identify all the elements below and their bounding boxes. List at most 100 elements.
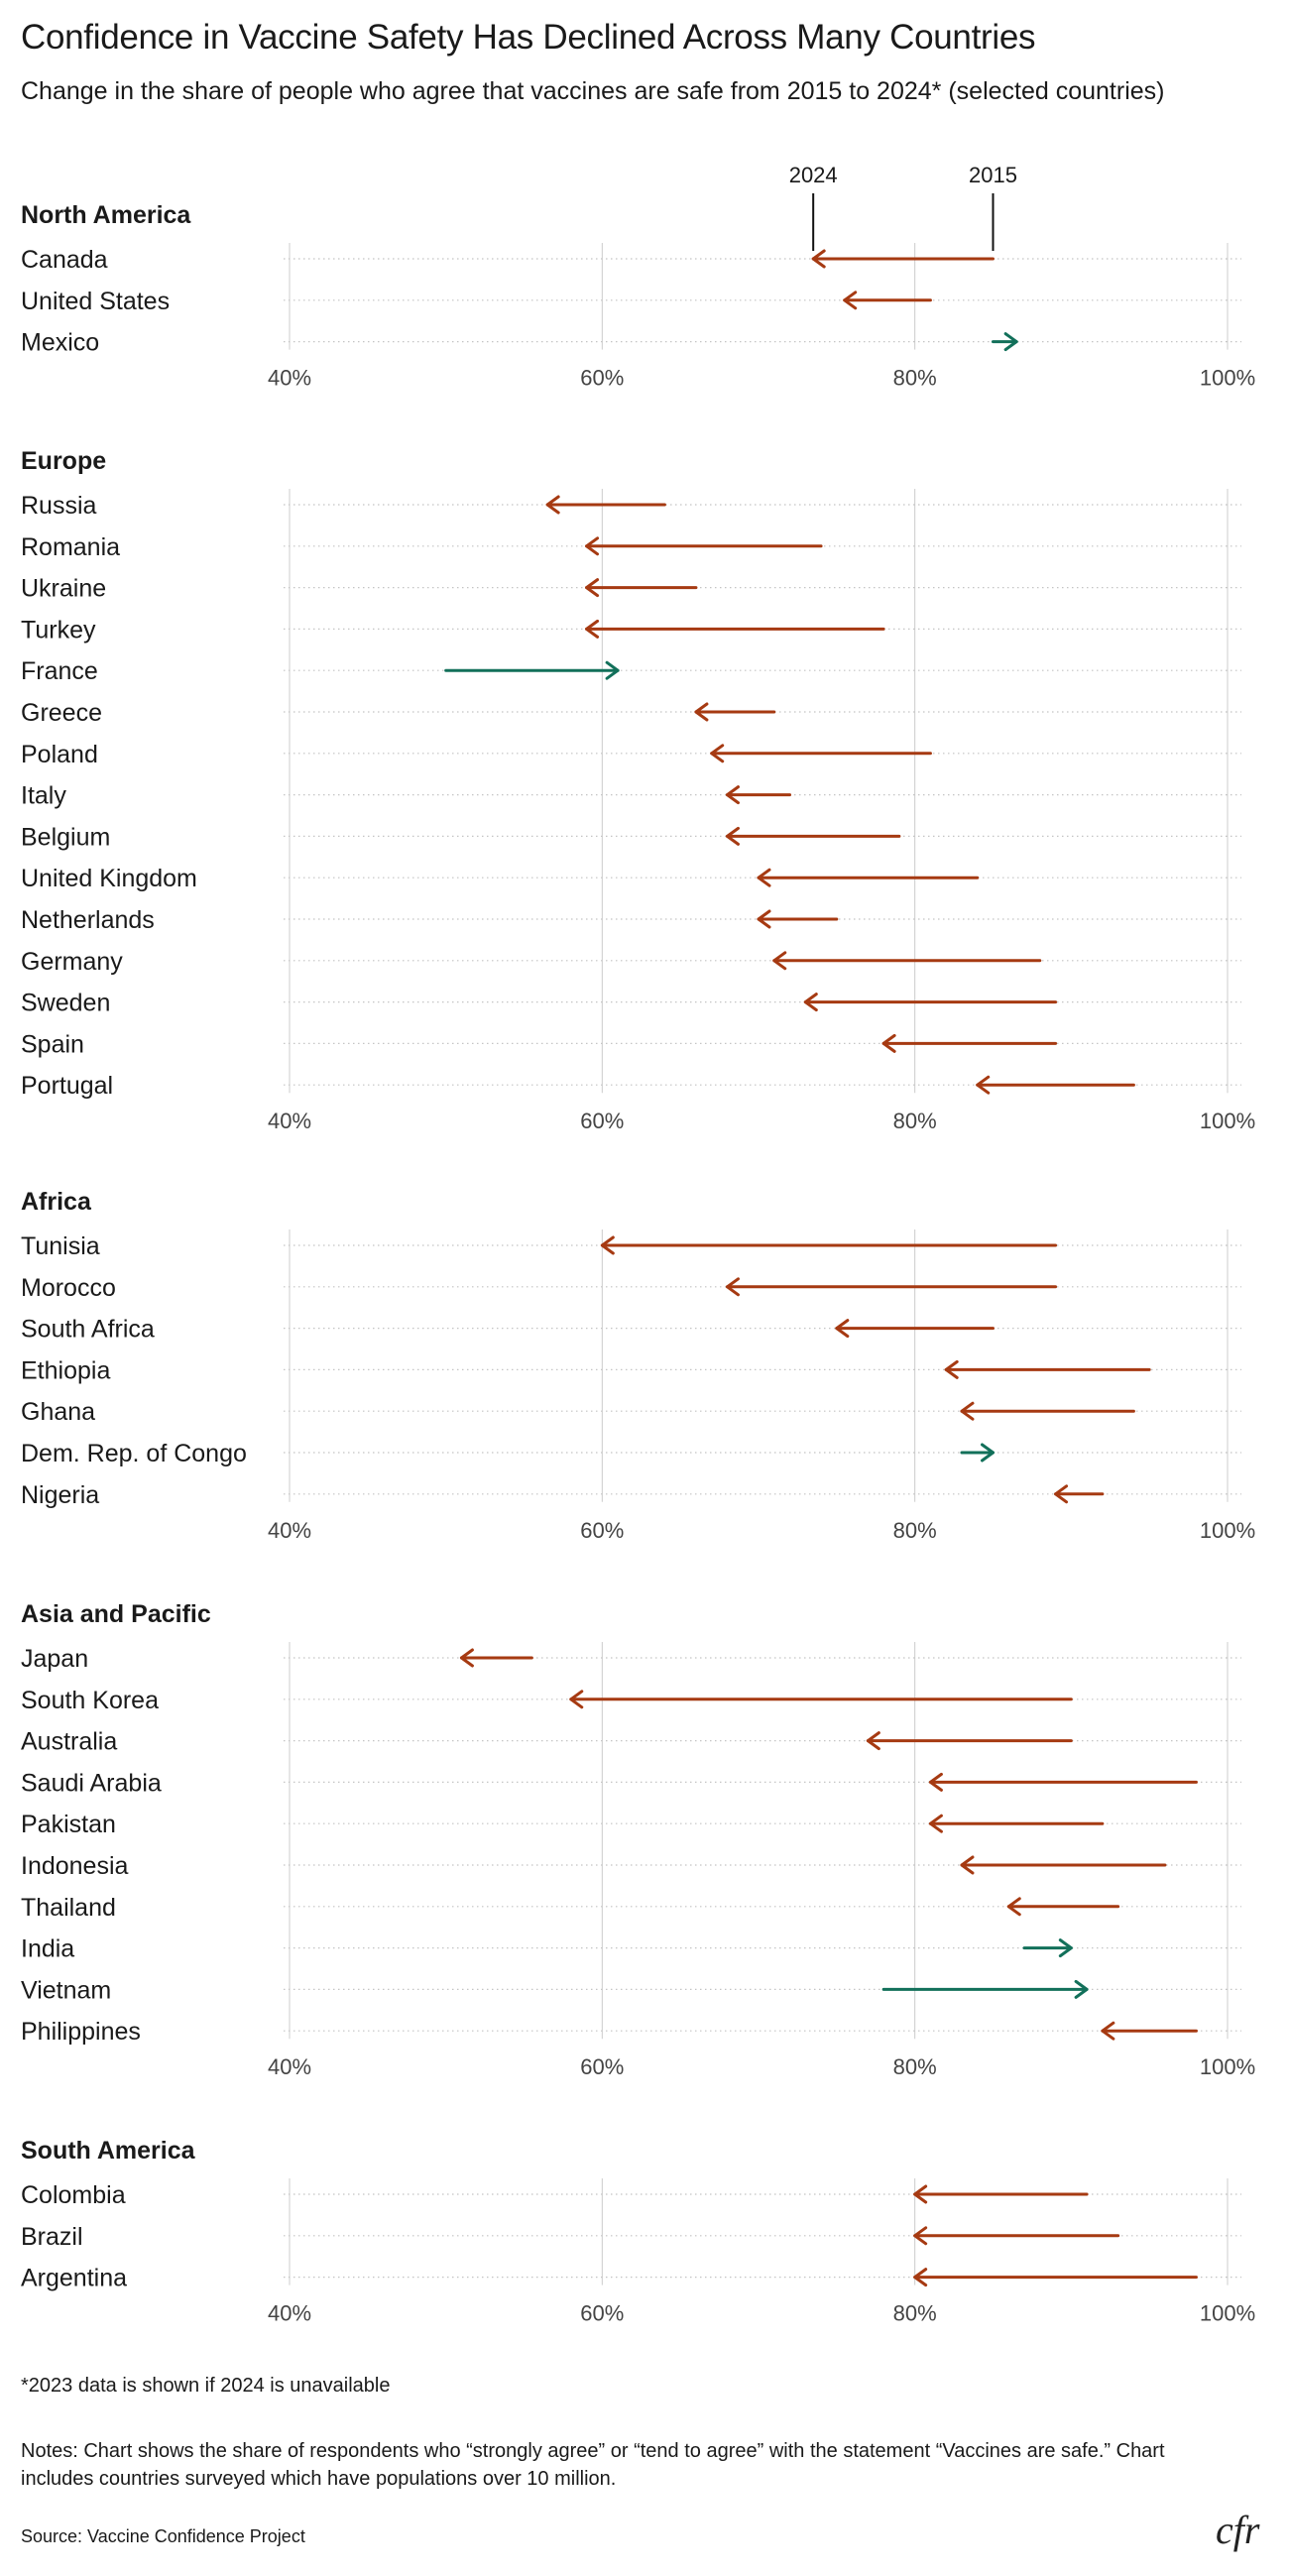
country-label: Pakistan bbox=[21, 1811, 116, 1838]
x-tick-label: 40% bbox=[268, 1518, 311, 1543]
country-label: Japan bbox=[21, 1645, 88, 1673]
change-arrow-head bbox=[757, 868, 771, 887]
chart-title: Confidence in Vaccine Safety Has Decline… bbox=[21, 18, 1036, 57]
country-label: Greece bbox=[21, 699, 102, 727]
source: Source: Vaccine Confidence Project bbox=[21, 2526, 305, 2546]
change-arrow-head bbox=[1058, 1938, 1073, 1958]
x-tick-label: 40% bbox=[268, 1109, 311, 1133]
country-label: South Africa bbox=[21, 1316, 155, 1344]
change-arrow-head bbox=[1101, 2021, 1115, 2041]
country-label: Philippines bbox=[21, 2018, 141, 2046]
region-label: North America bbox=[21, 201, 191, 229]
country-label: Canada bbox=[21, 246, 108, 274]
country-label: France bbox=[21, 657, 98, 685]
x-tick-label: 60% bbox=[580, 366, 624, 391]
change-arrow-head bbox=[725, 826, 740, 846]
x-tick-label: 40% bbox=[268, 366, 311, 391]
change-arrow-head bbox=[1054, 1484, 1069, 1504]
chart-area: North America 2024 2015 Canada United States… bbox=[21, 163, 1255, 2326]
change-arrow-head bbox=[1006, 1897, 1021, 1917]
change-arrow-head bbox=[913, 2226, 928, 2246]
x-tick-label: 40% bbox=[268, 2054, 311, 2079]
country-label: Indonesia bbox=[21, 1852, 129, 1880]
country-label: Ukraine bbox=[21, 575, 106, 603]
change-arrow-head bbox=[459, 1648, 474, 1668]
country-label: Dem. Rep. of Congo bbox=[21, 1440, 247, 1467]
change-arrow-head bbox=[725, 1277, 740, 1297]
country-label: Ghana bbox=[21, 1398, 95, 1426]
country-label: United States bbox=[21, 288, 170, 315]
change-arrow-head bbox=[928, 1814, 943, 1833]
country-label: Netherlands bbox=[21, 906, 155, 934]
change-arrow-head bbox=[811, 249, 826, 269]
cfr-logo: cfr bbox=[1216, 2508, 1260, 2552]
change-arrow-head bbox=[694, 702, 709, 722]
region-label: Europe bbox=[21, 447, 106, 475]
change-arrow-head bbox=[600, 1235, 615, 1255]
x-tick-label: 100% bbox=[1200, 2301, 1255, 2326]
change-arrow-head bbox=[585, 619, 600, 639]
country-label: Belgium bbox=[21, 823, 110, 851]
x-tick-label: 80% bbox=[893, 1109, 937, 1133]
change-arrow-head bbox=[928, 1772, 943, 1792]
change-arrow-head bbox=[1074, 1979, 1089, 1999]
country-label: India bbox=[21, 1935, 74, 1963]
change-arrow-head bbox=[772, 951, 787, 971]
change-arrow-head bbox=[605, 660, 620, 680]
change-arrow-head bbox=[585, 536, 600, 556]
change-arrow-head bbox=[545, 495, 560, 515]
change-arrow-head bbox=[757, 909, 771, 929]
change-arrow-head bbox=[960, 1855, 975, 1875]
country-label: United Kingdom bbox=[21, 865, 197, 892]
x-tick-label: 100% bbox=[1200, 1518, 1255, 1543]
region-label: Asia and Pacific bbox=[21, 1600, 211, 1628]
x-tick-label: 60% bbox=[580, 1109, 624, 1133]
country-label: Colombia bbox=[21, 2181, 126, 2209]
x-tick-label: 100% bbox=[1200, 2054, 1255, 2079]
country-label: Argentina bbox=[21, 2265, 127, 2292]
country-label: Tunisia bbox=[21, 1232, 100, 1260]
x-tick-label: 60% bbox=[580, 2301, 624, 2326]
change-arrow-head bbox=[725, 785, 740, 805]
country-label: Saudi Arabia bbox=[21, 1769, 162, 1797]
country-label: Ethiopia bbox=[21, 1356, 110, 1384]
legend-label-2015: 2015 bbox=[969, 163, 1017, 187]
country-label: Morocco bbox=[21, 1274, 116, 1302]
change-arrow-head bbox=[569, 1690, 584, 1709]
country-label: South Korea bbox=[21, 1687, 159, 1714]
country-label: Italy bbox=[21, 782, 66, 810]
region-label: Africa bbox=[21, 1188, 92, 1216]
country-label: Nigeria bbox=[21, 1481, 99, 1509]
x-tick-label: 60% bbox=[580, 1518, 624, 1543]
change-arrow-head bbox=[803, 993, 818, 1012]
x-tick-label: 100% bbox=[1200, 1109, 1255, 1133]
change-arrow-head bbox=[585, 578, 600, 598]
country-label: Brazil bbox=[21, 2223, 83, 2251]
country-label: Mexico bbox=[21, 329, 99, 357]
change-arrow-head bbox=[835, 1319, 850, 1339]
x-tick-label: 40% bbox=[268, 2301, 311, 2326]
x-tick-label: 80% bbox=[893, 366, 937, 391]
region-label: South America bbox=[21, 2137, 196, 2165]
change-arrow-head bbox=[913, 2268, 928, 2287]
country-label: Spain bbox=[21, 1030, 84, 1058]
change-arrow-head bbox=[981, 1443, 995, 1463]
x-tick-label: 80% bbox=[893, 2054, 937, 2079]
legend-label-2024: 2024 bbox=[789, 163, 838, 187]
change-arrow-head bbox=[913, 2184, 928, 2204]
change-arrow-head bbox=[866, 1731, 880, 1751]
x-tick-label: 80% bbox=[893, 2301, 937, 2326]
change-arrow-head bbox=[960, 1401, 975, 1421]
country-label: Sweden bbox=[21, 990, 110, 1017]
change-arrow-head bbox=[944, 1359, 959, 1379]
x-tick-label: 100% bbox=[1200, 366, 1255, 391]
footnote: *2023 data is shown if 2024 is unavailab… bbox=[21, 2375, 391, 2397]
change-arrow-head bbox=[881, 1033, 896, 1053]
country-label: Portugal bbox=[21, 1072, 113, 1100]
x-tick-label: 80% bbox=[893, 1518, 937, 1543]
change-arrow-head bbox=[710, 744, 725, 763]
country-label: Vietnam bbox=[21, 1976, 111, 2004]
change-arrow-head bbox=[976, 1075, 991, 1095]
change-arrow-head bbox=[1003, 332, 1018, 352]
chart-subtitle: Change in the share of people who agree … bbox=[21, 77, 1165, 105]
